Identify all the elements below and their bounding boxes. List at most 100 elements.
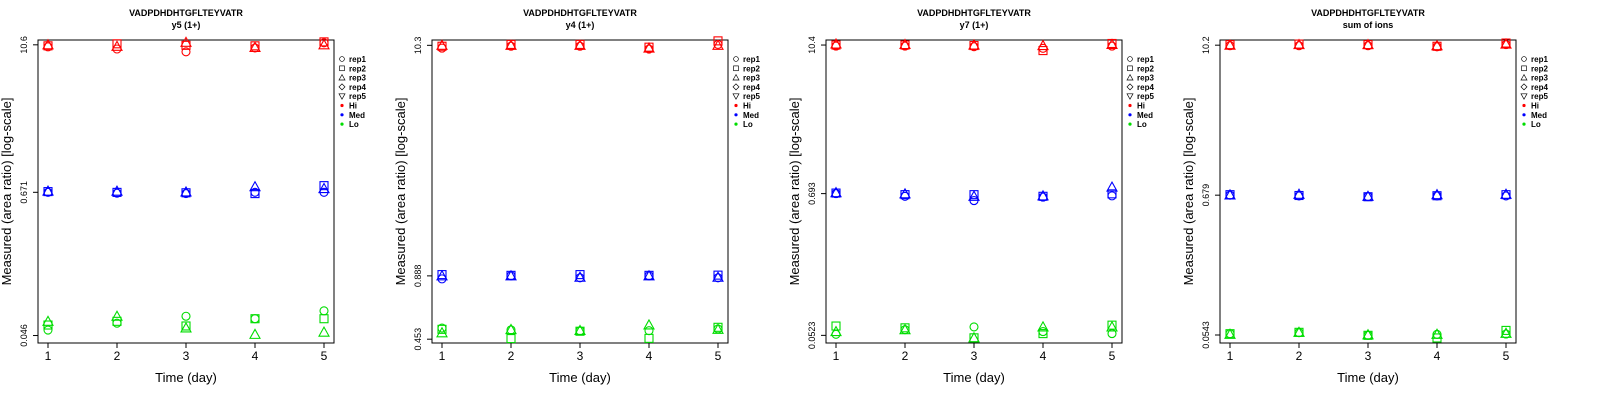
chart-subtitle: y4 (1+) <box>566 20 595 30</box>
legend-marker-rep3 <box>1126 73 1134 81</box>
data-point-hi-rep3 <box>180 36 192 47</box>
data-point-hi-rep3 <box>1037 39 1049 51</box>
legend-label-rep1: rep1 <box>1531 55 1548 64</box>
legend-label-rep5: rep5 <box>1137 92 1154 101</box>
data-point-lo-rep3 <box>1431 328 1443 339</box>
data-point-lo-rep3 <box>1362 328 1374 340</box>
chart-title: VADPDHDHTGFLTEYVATR <box>917 8 1031 18</box>
data-point-med-rep3 <box>1500 188 1512 199</box>
legend-label-rep4: rep4 <box>1137 83 1154 92</box>
data-point-hi-rep3 <box>712 39 724 50</box>
chart-title: VADPDHDHTGFLTEYVATR <box>1311 8 1425 18</box>
data-point-lo-rep3 <box>1037 320 1049 332</box>
x-tick-label: 2 <box>114 349 121 363</box>
x-tick-label: 2 <box>902 349 909 363</box>
data-point-lo-rep3 <box>1500 327 1512 338</box>
data-point-lo-rep3 <box>830 325 842 337</box>
data-point-hi-rep1 <box>181 47 191 57</box>
data-point-med-rep3 <box>899 187 911 199</box>
legend-label-rep4: rep4 <box>743 83 760 92</box>
data-point-lo-rep2 <box>250 314 260 324</box>
data-point-lo-rep1 <box>181 311 191 321</box>
x-tick-label: 1 <box>1227 349 1234 363</box>
data-point-lo-rep2 <box>575 326 585 336</box>
legend-marker-rep2 <box>733 65 739 72</box>
x-axis-label: Time (day) <box>549 370 611 385</box>
legend-marker-rep5 <box>1520 93 1528 100</box>
data-point-lo-rep3 <box>436 326 448 338</box>
data-point-lo-rep3 <box>180 321 192 333</box>
chart-panel: VADPDHDHTGFLTEYVATR sum of ions 1 2 3 4 5 0.054… <box>1181 8 1548 385</box>
x-tick-label: 2 <box>1296 349 1303 363</box>
legend-label-hi: Hi <box>349 102 357 111</box>
data-point-hi-rep2 <box>1432 41 1442 51</box>
data-point-med-rep3 <box>643 269 655 281</box>
y-tick-label: 0.888 <box>413 265 423 288</box>
data-point-hi-rep2 <box>43 41 53 51</box>
data-point-hi-rep3 <box>111 40 123 51</box>
data-point-hi-rep3 <box>643 41 655 53</box>
legend-marker-rep2 <box>1127 65 1133 72</box>
legend-dot-med <box>734 113 738 117</box>
data-point-hi-rep2 <box>831 40 841 50</box>
legend-marker-rep5 <box>1126 93 1134 100</box>
data-point-med-rep2 <box>900 190 910 200</box>
legend-marker-rep1 <box>1521 56 1527 62</box>
legend-label-rep3: rep3 <box>1531 74 1548 83</box>
data-point-med-rep3 <box>249 180 261 192</box>
x-tick-label: 4 <box>1040 349 1047 363</box>
data-point-med-rep2 <box>1107 189 1117 199</box>
data-point-med-rep2 <box>575 270 585 280</box>
data-point-lo-rep1 <box>250 314 260 324</box>
legend-dot-med <box>340 113 344 117</box>
legend-marker-rep5 <box>732 93 740 100</box>
legend-marker-rep4 <box>338 83 346 91</box>
data-point-med-rep3 <box>574 271 586 282</box>
legend-label-med: Med <box>349 111 365 120</box>
data-point-med-rep3 <box>830 186 842 198</box>
data-point-hi-rep3 <box>899 38 911 50</box>
data-point-med-rep3 <box>1293 188 1305 199</box>
legend-label-rep1: rep1 <box>349 55 366 64</box>
data-point-lo-rep1 <box>43 325 53 335</box>
data-point-hi-rep3 <box>968 38 980 50</box>
y-tick-label: 10.6 <box>19 36 29 54</box>
legend-label-rep1: rep1 <box>1137 55 1154 64</box>
legend-marker-rep5 <box>338 93 346 100</box>
data-point-med-rep3 <box>111 185 123 196</box>
legend-dot-hi <box>340 103 344 108</box>
legend-dot-lo <box>1128 122 1132 126</box>
legend-marker-rep1 <box>339 56 345 62</box>
data-point-hi-rep3 <box>318 38 330 50</box>
legend-label-hi: Hi <box>1137 102 1145 111</box>
legend-label-lo: Lo <box>1531 120 1541 129</box>
data-point-hi-rep3 <box>1224 39 1236 50</box>
legend-marker-rep3 <box>338 73 346 81</box>
chart-title: VADPDHDHTGFLTEYVATR <box>129 8 243 18</box>
data-point-hi-rep3 <box>1106 38 1118 50</box>
plot-frame <box>37 39 335 344</box>
legend-label-hi: Hi <box>743 102 751 111</box>
data-point-med-rep2 <box>319 181 329 191</box>
legend-label-lo: Lo <box>1137 120 1147 129</box>
data-point-lo-rep1 <box>1038 327 1048 337</box>
legend-label-lo: Lo <box>349 120 359 129</box>
y-tick-label: 0.0523 <box>807 322 817 350</box>
data-point-med-rep2 <box>250 189 260 199</box>
data-point-hi-rep3 <box>574 39 586 50</box>
legend-marker-rep2 <box>1521 65 1527 72</box>
data-point-lo-rep3 <box>249 328 261 339</box>
data-point-lo-rep3 <box>1224 328 1236 339</box>
x-tick-label: 3 <box>577 349 584 363</box>
data-point-hi-rep3 <box>505 39 517 50</box>
legend-label-rep3: rep3 <box>349 74 366 83</box>
y-tick-label: 0.671 <box>19 181 29 204</box>
data-point-lo-rep3 <box>643 318 655 330</box>
legend-label-rep3: rep3 <box>1137 74 1154 83</box>
data-point-med-rep3 <box>505 269 517 281</box>
legend-dot-lo <box>1522 122 1526 126</box>
data-point-lo-rep2 <box>1038 329 1048 339</box>
data-point-hi-rep3 <box>1293 38 1305 50</box>
x-tick-label: 5 <box>1109 349 1116 363</box>
